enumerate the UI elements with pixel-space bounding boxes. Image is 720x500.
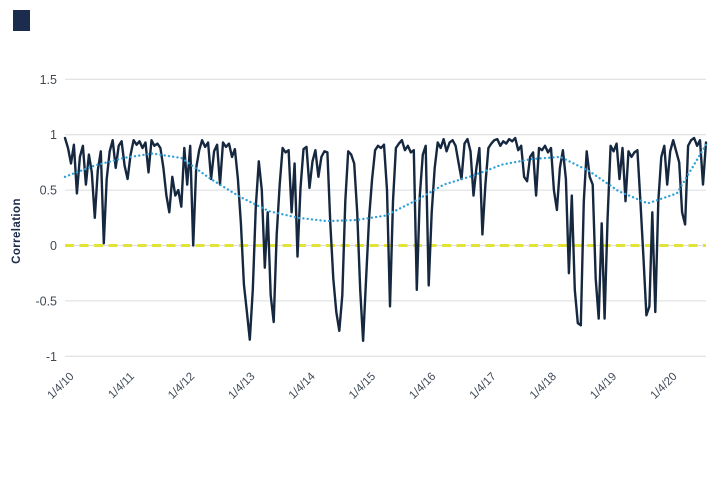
series-rolling-correlation	[63, 136, 708, 342]
series-smoothed-trend	[63, 143, 708, 223]
y-tick-label: 1	[50, 128, 57, 142]
x-tick-label: 1/4/20	[649, 371, 680, 402]
x-tick-label: 1/4/19	[588, 371, 619, 402]
y-tick-label: 0	[50, 239, 57, 253]
x-tick-label: 1/4/12	[166, 371, 197, 402]
x-tick-label: 1/4/10	[46, 371, 77, 402]
logo-mark	[13, 10, 30, 31]
x-tick-label: 1/4/16	[407, 371, 438, 402]
y-tick-label: 0.5	[40, 184, 57, 198]
x-tick-label: 1/4/14	[287, 370, 319, 402]
x-tick-label: 1/4/13	[226, 371, 257, 402]
x-tick-label: 1/4/17	[468, 371, 499, 402]
x-tick-label: 1/4/15	[347, 371, 378, 402]
y-tick-label: -0.5	[35, 294, 57, 308]
y-tick-label: -1	[46, 350, 57, 364]
x-tick-label: 1/4/11	[106, 371, 136, 401]
x-tick-label: 1/4/18	[528, 371, 559, 402]
y-tick-label: 1.5	[40, 73, 57, 87]
